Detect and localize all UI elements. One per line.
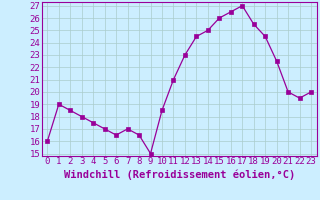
X-axis label: Windchill (Refroidissement éolien,°C): Windchill (Refroidissement éolien,°C) [64, 169, 295, 180]
